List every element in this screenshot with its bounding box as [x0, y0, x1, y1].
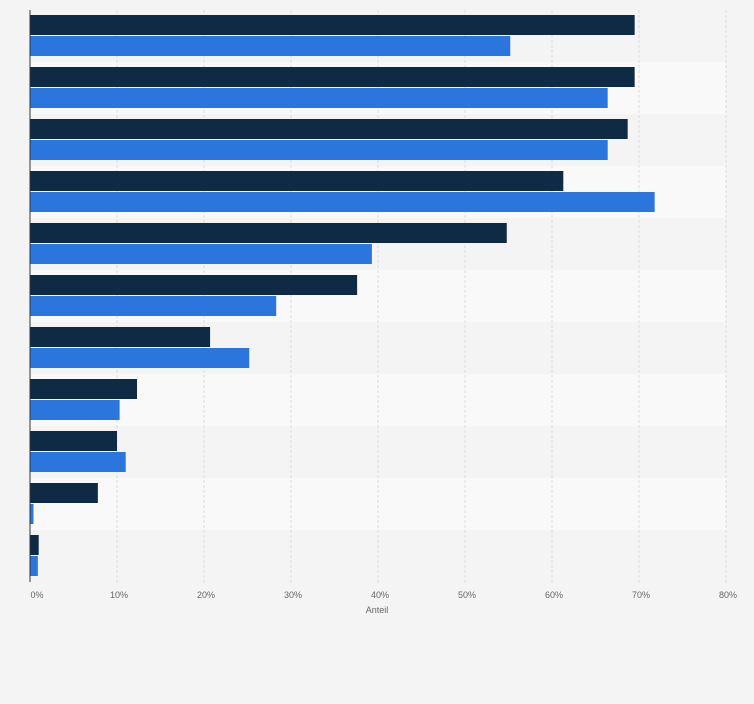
bar-series-2	[30, 452, 126, 472]
bar-series-1	[30, 171, 564, 191]
x-tick-label: 40%	[371, 590, 389, 600]
bar-series-1	[30, 483, 98, 503]
bar-series-2	[30, 244, 372, 264]
bar-series-2	[30, 296, 277, 316]
bar-series-1	[30, 431, 117, 451]
bar-series-1	[30, 67, 635, 87]
bar-series-2	[30, 88, 608, 108]
bar-series-1	[30, 379, 138, 399]
bar-series-1	[30, 327, 211, 347]
x-tick-label: 50%	[458, 590, 476, 600]
bar-series-2	[30, 348, 250, 368]
bar-series-2	[30, 140, 608, 160]
x-tick-label: 20%	[197, 590, 215, 600]
x-tick-label: 0%	[30, 590, 43, 600]
x-axis-label: Anteil	[366, 605, 389, 615]
x-tick-label: 60%	[545, 590, 563, 600]
x-axis-ticks: 0% 10% 20% 30% 40% 50% 60% 70% 80%	[30, 590, 737, 600]
bar-series-1	[30, 15, 635, 35]
bar-series-2	[30, 36, 511, 56]
x-tick-label: 10%	[110, 590, 128, 600]
x-tick-label: 30%	[284, 590, 302, 600]
bar-series-2	[30, 400, 120, 420]
bar-series-1	[30, 119, 628, 139]
bar-series-1	[30, 535, 39, 555]
bars-group	[30, 15, 655, 576]
x-tick-label: 70%	[632, 590, 650, 600]
bar-series-1	[30, 223, 507, 243]
bar-series-1	[30, 275, 358, 295]
x-tick-label: 80%	[719, 590, 737, 600]
bar-series-2	[30, 556, 38, 576]
bar-series-2	[30, 504, 34, 524]
bar-series-2	[30, 192, 655, 212]
